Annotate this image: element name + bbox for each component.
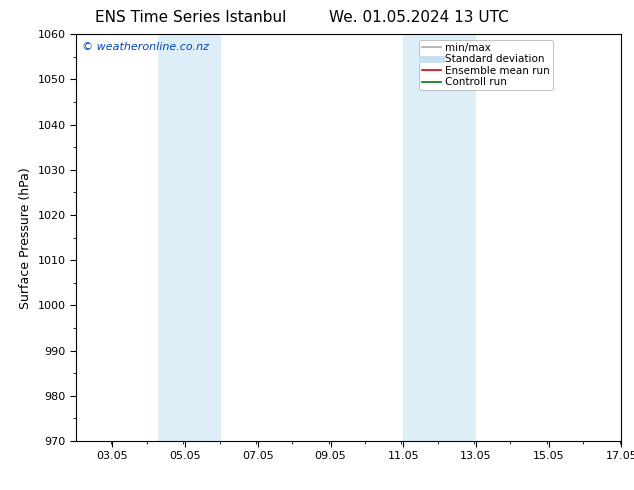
Text: © weatheronline.co.nz: © weatheronline.co.nz — [82, 43, 209, 52]
Bar — [158, 34, 221, 441]
Y-axis label: Surface Pressure (hPa): Surface Pressure (hPa) — [19, 167, 32, 309]
Legend: min/max, Standard deviation, Ensemble mean run, Controll run: min/max, Standard deviation, Ensemble me… — [419, 40, 553, 91]
Text: We. 01.05.2024 13 UTC: We. 01.05.2024 13 UTC — [328, 10, 508, 25]
Text: ENS Time Series Istanbul: ENS Time Series Istanbul — [94, 10, 286, 25]
Bar — [403, 34, 476, 441]
